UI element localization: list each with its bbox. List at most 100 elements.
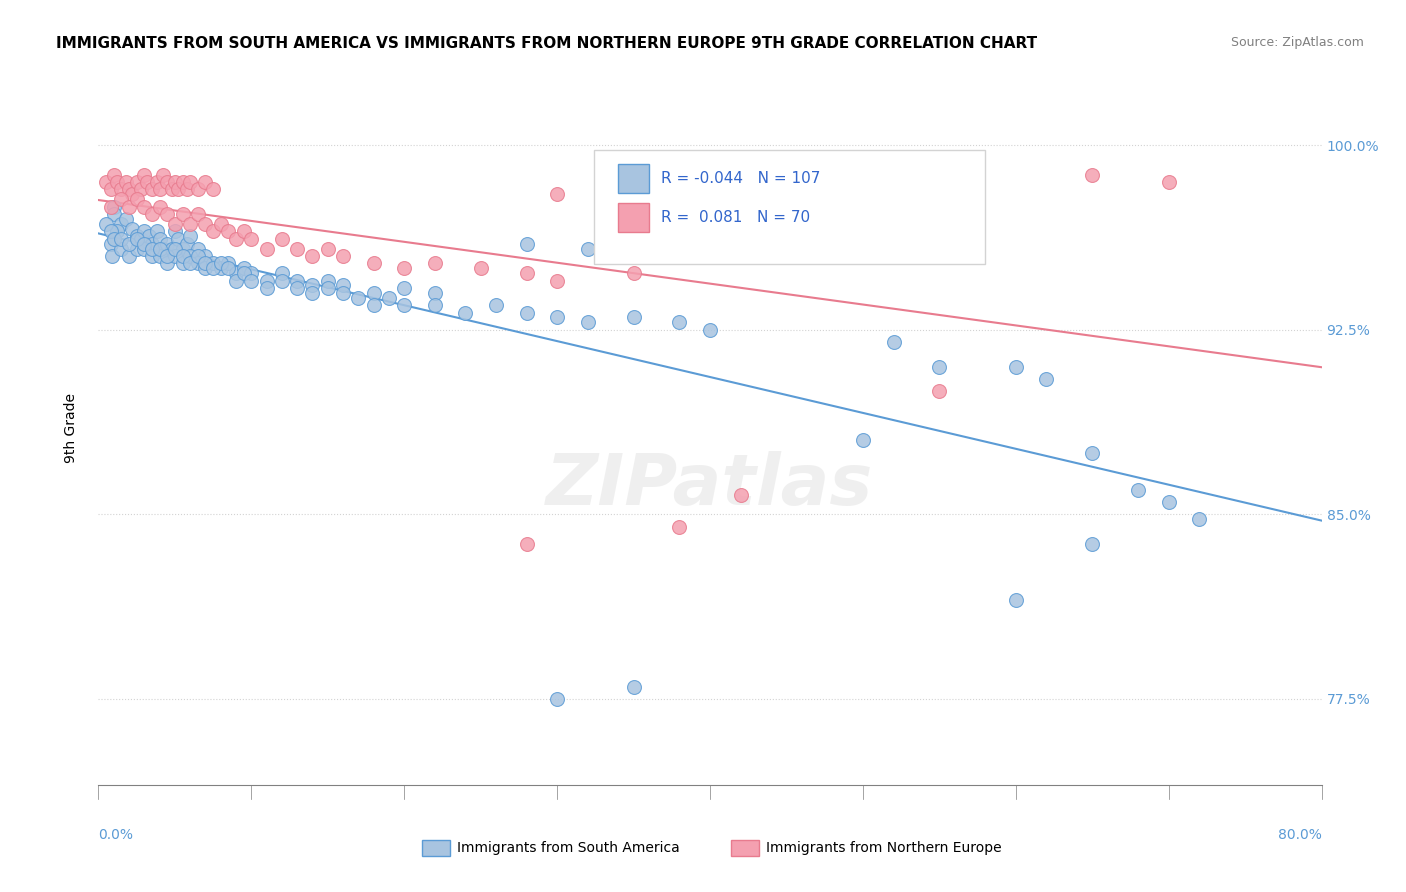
Point — [194, 256, 217, 270]
Point — [730, 487, 752, 501]
Point — [301, 285, 323, 300]
Point — [516, 236, 538, 251]
Point — [332, 249, 354, 263]
Point — [115, 212, 138, 227]
Point — [134, 168, 156, 182]
Point — [546, 691, 568, 706]
Point — [115, 175, 138, 189]
Bar — [422, 840, 450, 856]
Point — [172, 249, 194, 263]
Point — [699, 323, 721, 337]
Point — [118, 182, 141, 196]
Point — [121, 187, 143, 202]
Point — [94, 175, 117, 189]
Point — [167, 232, 190, 246]
Point — [928, 384, 950, 399]
Point — [392, 281, 416, 295]
FancyBboxPatch shape — [593, 150, 986, 264]
Point — [141, 236, 163, 251]
Point — [301, 249, 323, 263]
Point — [103, 168, 125, 182]
Point — [187, 256, 209, 270]
Point — [285, 281, 308, 295]
Point — [546, 187, 568, 202]
Point — [163, 175, 186, 189]
Point — [347, 291, 370, 305]
Point — [149, 249, 172, 263]
Point — [256, 242, 278, 256]
Point — [125, 232, 148, 246]
Point — [100, 182, 122, 196]
Point — [363, 298, 385, 312]
Point — [217, 256, 239, 270]
Point — [332, 278, 354, 293]
Point — [134, 236, 156, 251]
Point — [225, 273, 247, 287]
Point — [156, 249, 179, 263]
Point — [149, 242, 172, 256]
Point — [1157, 495, 1180, 509]
Point — [232, 266, 254, 280]
Point — [423, 256, 446, 270]
Point — [156, 175, 179, 189]
Bar — [619, 203, 650, 232]
Point — [172, 242, 194, 256]
Point — [194, 175, 217, 189]
Text: ZIPatlas: ZIPatlas — [547, 450, 873, 520]
Point — [668, 519, 690, 533]
Point — [100, 236, 122, 251]
Point — [187, 182, 209, 196]
Point — [141, 207, 163, 221]
Text: Source: ZipAtlas.com: Source: ZipAtlas.com — [1230, 36, 1364, 49]
Point — [187, 249, 209, 263]
Point — [94, 217, 117, 231]
Point — [1004, 593, 1026, 607]
Point — [270, 232, 292, 246]
Point — [285, 273, 308, 287]
Y-axis label: 9th Grade: 9th Grade — [63, 393, 77, 463]
Point — [576, 242, 599, 256]
Point — [209, 261, 232, 276]
Point — [187, 242, 209, 256]
Point — [134, 200, 156, 214]
Point — [1188, 512, 1211, 526]
Point — [316, 242, 339, 256]
Point — [172, 207, 194, 221]
Text: R = -0.044   N = 107: R = -0.044 N = 107 — [661, 171, 821, 186]
Point — [179, 217, 201, 231]
Point — [194, 261, 217, 276]
Point — [378, 291, 401, 305]
Point — [176, 236, 198, 251]
Point — [546, 310, 568, 325]
Point — [110, 217, 132, 231]
Point — [316, 281, 339, 295]
Point — [100, 200, 122, 214]
Point — [1157, 175, 1180, 189]
Point — [668, 315, 690, 329]
Point — [163, 224, 186, 238]
Point — [129, 232, 152, 246]
Point — [623, 266, 645, 280]
Point — [105, 224, 128, 238]
Point — [423, 298, 446, 312]
Text: 0.0%: 0.0% — [98, 828, 134, 842]
Point — [454, 305, 477, 319]
Point — [516, 266, 538, 280]
Point — [209, 256, 232, 270]
Point — [110, 192, 132, 206]
Point — [179, 249, 201, 263]
Point — [136, 175, 159, 189]
Point — [270, 273, 292, 287]
Point — [105, 175, 128, 189]
Point — [179, 229, 201, 244]
Point — [240, 273, 263, 287]
Point — [141, 249, 163, 263]
Point — [163, 217, 186, 231]
Point — [125, 192, 148, 206]
Point — [103, 232, 125, 246]
Point — [623, 680, 645, 694]
Point — [392, 298, 416, 312]
Point — [485, 298, 508, 312]
Point — [852, 434, 875, 448]
Point — [125, 175, 148, 189]
